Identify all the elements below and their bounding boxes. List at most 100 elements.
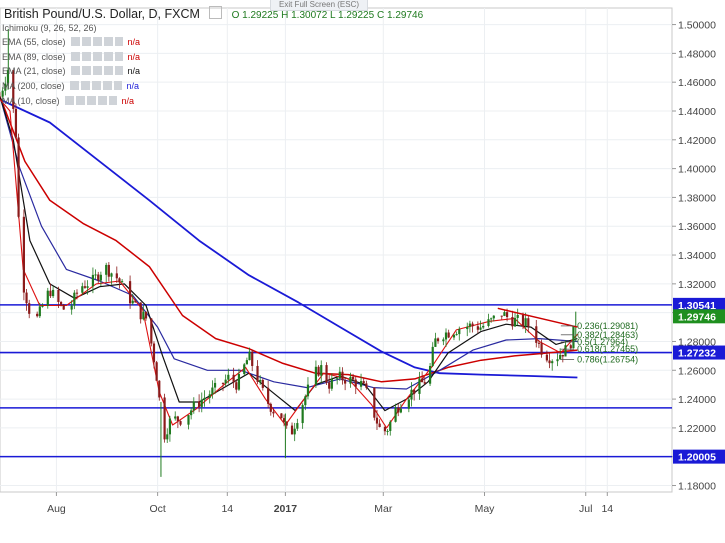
- candle-body: [17, 137, 20, 217]
- candle-body: [91, 274, 95, 287]
- x-tick-label: Oct: [149, 503, 165, 515]
- candle-body: [399, 408, 402, 413]
- candle-body: [423, 382, 426, 384]
- candle-body: [325, 365, 328, 383]
- candle-body: [224, 379, 227, 384]
- candle-body: [128, 281, 132, 304]
- ohlc-readout: O 1.29225 H 1.30072 L 1.29225 C 1.29746: [231, 10, 424, 21]
- candle-body: [235, 382, 238, 390]
- candle-body: [421, 378, 424, 383]
- y-tick-label: 1.18000: [678, 481, 716, 493]
- settings-icon[interactable]: [209, 6, 223, 19]
- exit-fullscreen-button[interactable]: Exit Full Screen (ESC): [270, 0, 369, 11]
- indicator-controls[interactable]: [70, 37, 123, 46]
- y-tick-label: 1.28000: [678, 336, 716, 348]
- candle-body: [314, 366, 318, 385]
- indicator-ichimoku[interactable]: Ichimoku (9, 26, 52, 26): [2, 23, 97, 33]
- candle-body: [86, 286, 89, 288]
- candle-body: [221, 382, 225, 384]
- candle-body: [431, 346, 434, 366]
- candle-body: [81, 286, 84, 293]
- price-badges: 1.30541 1.27232 1.20005 1.29746: [673, 297, 725, 464]
- candle-body: [41, 305, 44, 307]
- candle-body: [428, 365, 432, 384]
- indicator-ema-55[interactable]: EMA (55, close) n/a: [2, 37, 141, 47]
- candle-body: [362, 381, 365, 384]
- candle-body: [59, 302, 63, 305]
- candle-body: [561, 354, 564, 357]
- candle-body: [131, 300, 134, 304]
- candle-body: [237, 374, 241, 390]
- candle-body: [97, 274, 100, 281]
- candle-body: [330, 378, 333, 389]
- candle-body: [410, 389, 413, 400]
- candle-body: [198, 401, 201, 407]
- fib-label: 0.618(1.27465): [577, 344, 638, 354]
- candle-body: [354, 379, 357, 387]
- last-price-badge: [673, 309, 725, 324]
- candle-body: [442, 339, 445, 342]
- candle-body: [458, 329, 461, 335]
- indicator-ma-10[interactable]: MA (10, close) n/a: [2, 96, 135, 106]
- trendline-group[interactable]: [497, 307, 578, 328]
- candle-body: [535, 326, 538, 343]
- candle-body: [306, 384, 310, 397]
- y-tick-label: 1.22000: [678, 423, 716, 435]
- fib-retracement: 0.236(1.29081)0.382(1.28463)0.5(1.27964)…: [560, 321, 638, 364]
- candle-body: [389, 421, 392, 431]
- time-axis[interactable]: Aug Oct 14 2017 Mar May Jul 14: [47, 492, 613, 515]
- candle-body: [121, 281, 124, 283]
- indicator-controls[interactable]: [64, 96, 117, 105]
- candle-body: [521, 314, 525, 327]
- indicator-ema-89[interactable]: EMA (89, close) n/a: [2, 52, 141, 62]
- indicator-ma-200[interactable]: MA (200, close) n/a: [2, 81, 140, 91]
- candle-body: [290, 425, 294, 435]
- candle-body: [267, 387, 270, 404]
- candle-body: [261, 379, 264, 388]
- candlestick-series: [0, 28, 577, 477]
- candle-body: [155, 362, 158, 381]
- candle-body: [397, 407, 400, 413]
- candle-body: [471, 323, 474, 327]
- candle-body: [394, 407, 397, 422]
- candle-body: [232, 374, 235, 383]
- indicator-ema-21[interactable]: EMA (21, close) n/a: [2, 66, 141, 76]
- candle-body: [152, 343, 156, 363]
- candle-body: [503, 312, 506, 316]
- candle-body: [293, 428, 296, 435]
- y-tick-label: 1.50000: [678, 20, 716, 32]
- ma-line: [0, 96, 578, 383]
- candle-body: [336, 378, 339, 380]
- candle-body: [320, 365, 323, 376]
- x-tick-label: 14: [221, 503, 233, 515]
- candle-body: [248, 351, 251, 361]
- candle-body: [452, 334, 456, 338]
- price-axis[interactable]: 1.50000 1.48000 1.46000 1.44000 1.42000 1.400…: [672, 20, 716, 493]
- indicator-controls[interactable]: [69, 81, 122, 90]
- candle-body: [36, 313, 39, 317]
- candle-body: [256, 365, 259, 382]
- ma-line: [0, 96, 578, 412]
- candle-body: [192, 401, 195, 411]
- candle-body: [285, 421, 288, 426]
- candle-body: [115, 273, 118, 279]
- candle-body: [200, 399, 203, 407]
- candle-body: [213, 382, 217, 388]
- ma-line: [0, 98, 578, 379]
- indicator-controls[interactable]: [70, 66, 123, 75]
- x-tick-label: Mar: [374, 503, 393, 515]
- y-tick-label: 1.32000: [678, 279, 716, 291]
- fib-label: 0.236(1.29081): [577, 321, 638, 331]
- candle-body: [338, 371, 341, 379]
- candle-body: [245, 360, 248, 365]
- candle-body: [174, 416, 177, 419]
- candle-body: [524, 318, 527, 327]
- x-tick-label: 2017: [274, 503, 298, 515]
- candle-body: [272, 411, 275, 414]
- candle-body: [418, 378, 421, 394]
- indicator-controls[interactable]: [70, 52, 123, 61]
- level-badge-label: 1.27232: [678, 348, 716, 360]
- candle-body: [28, 303, 31, 314]
- candle-body: [280, 413, 283, 419]
